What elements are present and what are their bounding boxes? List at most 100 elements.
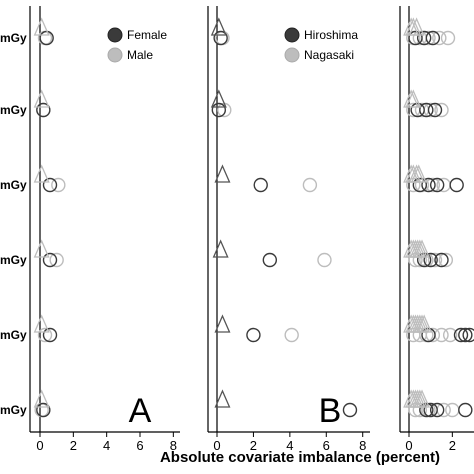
light-series-point — [284, 327, 299, 343]
triangle-marker — [33, 389, 50, 408]
panel-letter: A — [129, 392, 152, 430]
legend-swatch — [107, 47, 123, 63]
light-series-point — [412, 252, 428, 268]
panel-a: 0 2 4 6 8 Female Male A — [29, 6, 180, 453]
dark-series-point — [416, 252, 432, 268]
triangle-marker — [33, 89, 50, 108]
dark-series-point — [416, 30, 432, 46]
x-tick-label: 8 — [170, 438, 177, 453]
row-label: mGy — [0, 253, 27, 267]
dark-series-point — [423, 252, 438, 268]
legend-swatch — [284, 27, 300, 43]
dark-series-point — [42, 252, 58, 268]
triangle-marker — [214, 314, 231, 333]
x-tick-label: 0 — [36, 438, 43, 453]
x-tick-label: 0 — [405, 438, 412, 453]
dark-series-point — [421, 327, 436, 343]
dark-series-point — [410, 102, 425, 118]
dark-series-point — [429, 402, 445, 418]
triangle-marker — [414, 239, 430, 258]
light-series-point — [37, 327, 53, 343]
legend-label: Nagasaki — [304, 48, 354, 62]
dark-series-point — [427, 102, 443, 118]
light-series-point — [425, 327, 441, 343]
dark-series-point — [434, 252, 449, 268]
dark-series-point — [342, 402, 358, 418]
dark-series-point — [36, 102, 51, 118]
dark-series-point — [36, 402, 51, 418]
x-tick-label: 4 — [103, 438, 110, 453]
legend-label: Male — [127, 48, 153, 62]
legend-label: Female — [127, 28, 167, 42]
dark-series-point — [408, 30, 423, 46]
x-tick-label: 0 — [213, 438, 220, 453]
dark-series-point — [449, 177, 464, 193]
x-tick-label: 2 — [250, 438, 257, 453]
triangle-marker — [408, 17, 425, 36]
light-series-point — [440, 30, 456, 46]
light-series-point — [442, 327, 458, 343]
x-axis-label: Absolute covariate imbalance (percent) — [160, 449, 440, 466]
triangle-marker — [214, 164, 231, 183]
triangle-marker — [212, 239, 229, 258]
dark-series-point — [419, 402, 434, 418]
triangle-marker — [410, 164, 427, 183]
light-series-point — [427, 252, 443, 268]
dark-series-point — [42, 327, 58, 343]
triangle-marker — [33, 314, 50, 333]
triangle-marker — [33, 164, 50, 183]
row-label: mGy — [0, 328, 27, 342]
triangle-marker — [33, 239, 50, 258]
light-series-point — [302, 177, 318, 193]
light-series-point — [445, 402, 460, 418]
triangle-marker — [33, 17, 50, 36]
legend-label: Hiroshima — [304, 28, 358, 42]
dark-series-point — [213, 30, 228, 46]
triangle-marker — [416, 314, 433, 333]
dark-series-point — [425, 30, 441, 46]
dark-series-point — [453, 327, 469, 343]
dark-series-point — [423, 402, 438, 418]
dark-series-point — [458, 402, 473, 418]
row-label: mGy — [0, 403, 27, 417]
triangle-marker — [214, 389, 231, 408]
dark-series-point — [458, 327, 473, 343]
x-tick-label: 2 — [70, 438, 77, 453]
light-series-point — [51, 177, 66, 193]
x-tick-label: 6 — [136, 438, 143, 453]
dark-series-point — [211, 102, 227, 118]
panel-letter: B — [319, 392, 342, 430]
legend-swatch — [107, 27, 123, 43]
dark-series-point — [42, 177, 58, 193]
triangle-marker — [210, 17, 227, 36]
x-tick-label: 6 — [323, 438, 330, 453]
light-series-point — [438, 252, 454, 268]
light-series-point — [434, 102, 449, 118]
light-series-point — [412, 402, 428, 418]
dark-series-point — [246, 327, 261, 343]
triangle-marker — [405, 89, 422, 108]
dark-series-point — [253, 177, 268, 193]
light-series-point — [432, 30, 447, 46]
triangle-marker — [414, 389, 430, 408]
triangle-marker — [210, 89, 227, 108]
row-label: mGy — [0, 31, 27, 45]
dark-series-point — [421, 177, 436, 193]
dark-series-point — [412, 177, 428, 193]
row-label: mGy — [0, 178, 27, 192]
light-series-point — [408, 252, 423, 268]
row-labels: mGy mGy mGy mGy mGy mGy — [0, 31, 27, 417]
dark-series-point — [419, 102, 434, 118]
legend-swatch — [284, 47, 300, 63]
dark-series-point — [429, 177, 445, 193]
x-tick-label: 8 — [359, 438, 366, 453]
panel-b: 0 2 4 6 8 Hiroshima Nagasaki B — [207, 6, 370, 453]
light-series-point — [317, 252, 332, 268]
x-tick-label: 2 — [449, 438, 456, 453]
x-tick-label: 4 — [286, 438, 293, 453]
dark-series-point — [262, 252, 278, 268]
row-label: mGy — [0, 103, 27, 117]
light-series-point — [49, 252, 64, 268]
